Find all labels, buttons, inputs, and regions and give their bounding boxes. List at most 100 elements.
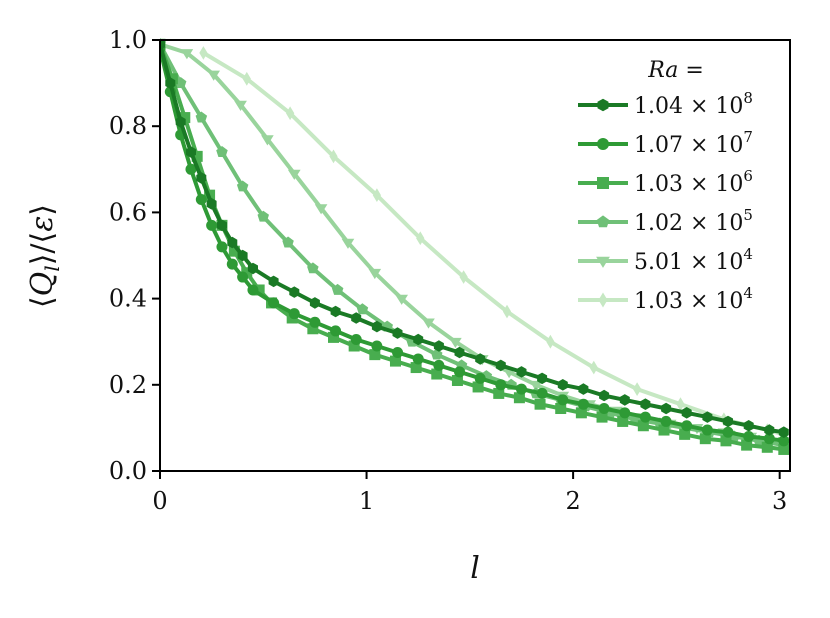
data-point [493, 387, 505, 399]
data-point [410, 362, 422, 374]
data-point [778, 443, 790, 455]
x-tick-label: 2 [565, 487, 580, 515]
data-point [314, 204, 328, 215]
data-point [529, 380, 543, 392]
data-point [241, 267, 253, 279]
legend-label: 1.03 × 106 [634, 167, 753, 197]
legend: Ra = 1.04 × 108 1.07 × 107 1.03 × 106 1.02 ×… [578, 58, 753, 314]
data-point [474, 372, 486, 384]
legend-marker [596, 256, 610, 268]
data-point [268, 297, 280, 309]
series-2 [160, 43, 790, 447]
data-point [557, 394, 569, 406]
x-tick-label: 1 [359, 487, 374, 515]
data-point [307, 262, 319, 274]
data-point [546, 334, 555, 349]
data-point [199, 46, 208, 60]
data-point [180, 49, 194, 60]
data-point [459, 270, 468, 284]
data-point [413, 333, 424, 346]
axes: 0 1 2 3 0.0 0.2 0.4 0.6 0.8 1.0 ⟨Ql⟩/⟨ε⟩ [25, 26, 791, 515]
legend-marker [596, 215, 610, 228]
data-point [681, 407, 692, 419]
data-point [328, 331, 340, 343]
legend-marker [597, 177, 609, 189]
x-tick-label: 0 [152, 487, 167, 515]
legend-label: 5.01 × 104 [634, 245, 753, 275]
series-layer [160, 38, 791, 455]
data-point [160, 38, 165, 51]
data-point [778, 435, 790, 447]
data-point [253, 284, 265, 296]
plot-frame [159, 39, 791, 472]
data-point [395, 294, 408, 305]
data-point [330, 325, 342, 337]
data-point [234, 100, 247, 111]
data-point [207, 70, 220, 81]
data-point [577, 398, 589, 410]
data-point [743, 420, 754, 432]
data-point [341, 238, 355, 249]
data-point [422, 318, 435, 329]
data-point [216, 241, 228, 253]
legend-label: 1.04 × 108 [634, 89, 753, 119]
legend-entry: 1.07 × 107 [578, 128, 753, 158]
data-point [206, 198, 217, 210]
data-point [185, 163, 197, 175]
data-point [433, 340, 444, 352]
legend-label: 1.03 × 104 [634, 284, 753, 314]
data-point [351, 312, 362, 324]
data-point [537, 372, 548, 385]
data-point [639, 411, 651, 423]
data-point [741, 439, 753, 451]
data-point [679, 428, 691, 440]
data-point [389, 355, 401, 367]
data-point [701, 424, 713, 436]
data-point [369, 349, 381, 361]
legend-label: 1.07 × 107 [634, 128, 753, 158]
data-point [247, 284, 259, 296]
data-point [676, 397, 685, 412]
data-point [723, 415, 733, 428]
data-point [237, 249, 248, 262]
y-axis-title: ⟨Ql⟩/⟨ε⟩ [25, 204, 64, 308]
data-point [268, 275, 279, 288]
data-point [350, 334, 362, 346]
y-tick-label: 0.8 [109, 112, 147, 140]
legend-entry: 1.04 × 108 [578, 89, 753, 119]
data-point [619, 407, 631, 419]
data-point [330, 305, 341, 318]
data-point [206, 219, 218, 231]
data-point [764, 424, 775, 436]
data-point [699, 433, 711, 445]
data-point [495, 379, 507, 391]
x-axis-title: l [470, 551, 480, 586]
data-point [217, 219, 227, 232]
data-point [534, 398, 546, 410]
data-point [372, 188, 381, 202]
data-point [175, 116, 186, 128]
y-tick-label: 0.6 [109, 198, 147, 226]
data-point [720, 435, 732, 447]
data-point [228, 245, 240, 257]
data-point [329, 149, 338, 164]
data-point [658, 424, 670, 436]
data-point [196, 172, 207, 184]
data-point [536, 387, 548, 399]
y-tick-label: 0.2 [109, 371, 147, 399]
data-point [226, 258, 238, 270]
data-point [287, 169, 301, 180]
data-point [165, 77, 176, 89]
data-point [289, 286, 300, 298]
data-point [282, 236, 294, 248]
data-point [451, 374, 463, 386]
legend-marker [597, 138, 609, 150]
data-point [412, 353, 424, 365]
data-point [433, 359, 445, 371]
legend-title: Ra = [647, 58, 704, 83]
data-point [502, 304, 512, 319]
data-point [227, 236, 238, 249]
data-point [286, 106, 295, 121]
data-point [515, 383, 527, 395]
